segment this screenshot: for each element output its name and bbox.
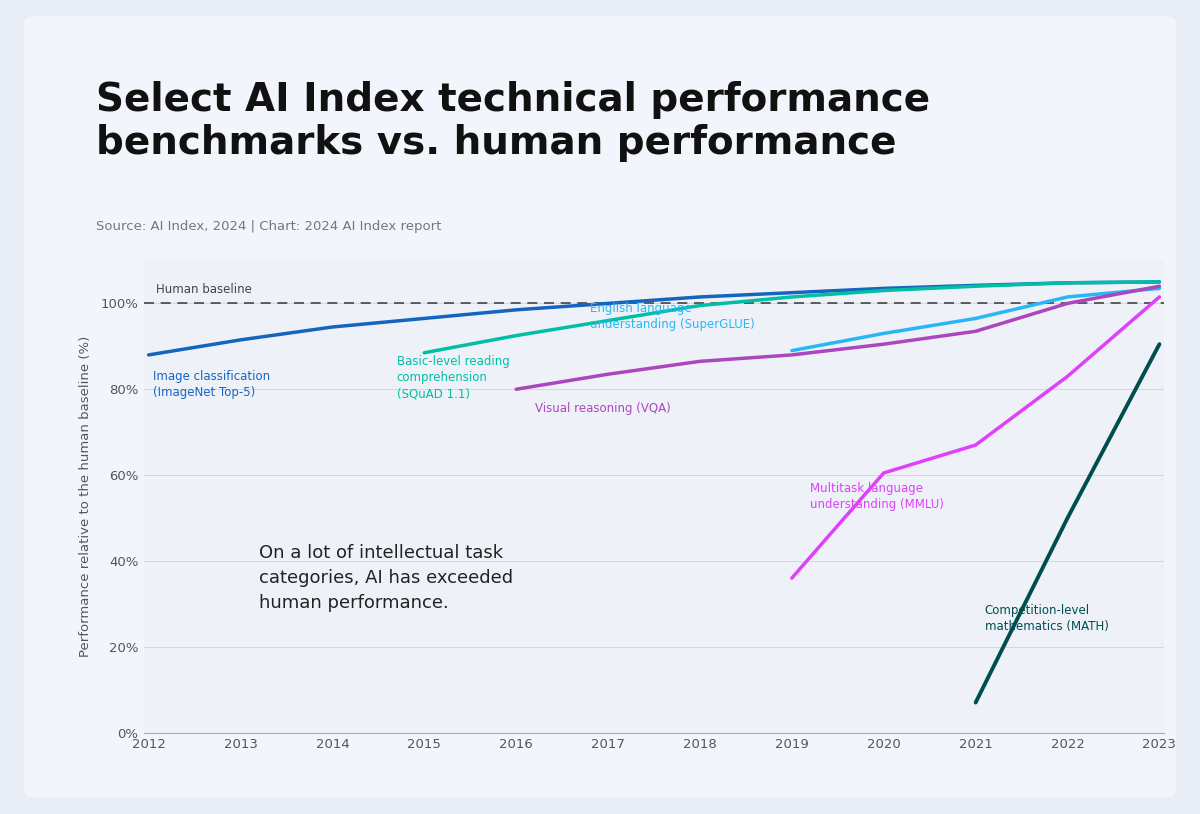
Text: Source: AI Index, 2024 | Chart: 2024 AI Index report: Source: AI Index, 2024 | Chart: 2024 AI … <box>96 220 442 233</box>
Y-axis label: Performance relative to the human baseline (%): Performance relative to the human baseli… <box>79 336 92 657</box>
Text: Visual reasoning (VQA): Visual reasoning (VQA) <box>534 402 671 415</box>
Text: Multitask language
understanding (MMLU): Multitask language understanding (MMLU) <box>810 482 944 511</box>
Text: Image classification
(ImageNet Top-5): Image classification (ImageNet Top-5) <box>154 370 270 400</box>
Text: Competition-level
mathematics (MATH): Competition-level mathematics (MATH) <box>985 604 1109 633</box>
Text: On a lot of intellectual task
categories, AI has exceeded
human performance.: On a lot of intellectual task categories… <box>259 545 512 612</box>
FancyBboxPatch shape <box>24 16 1176 798</box>
Text: Human baseline: Human baseline <box>156 282 252 295</box>
Text: English language
understanding (SuperGLUE): English language understanding (SuperGLU… <box>589 302 755 331</box>
Text: Basic-level reading
comprehension
(SQuAD 1.1): Basic-level reading comprehension (SQuAD… <box>397 355 510 401</box>
Text: Select AI Index technical performance
benchmarks vs. human performance: Select AI Index technical performance be… <box>96 81 930 162</box>
